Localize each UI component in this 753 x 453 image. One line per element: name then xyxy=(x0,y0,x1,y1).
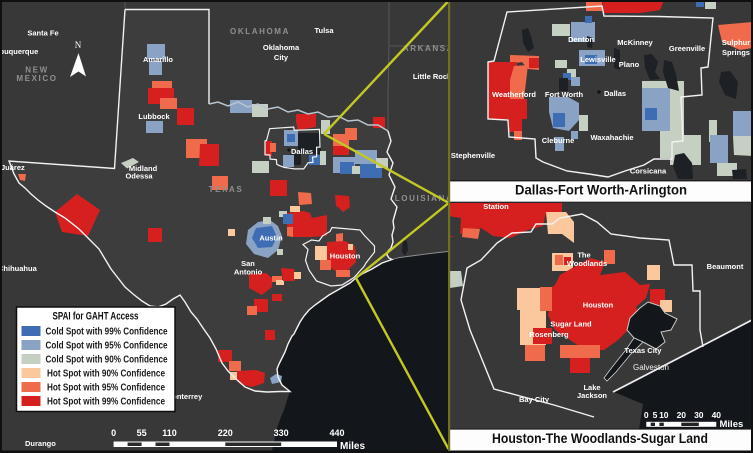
svg-text:Houston-The Woodlands-Sugar La: Houston-The Woodlands-Sugar Land xyxy=(492,431,708,446)
svg-text:Miles: Miles xyxy=(340,441,365,452)
svg-text:Rosenberg: Rosenberg xyxy=(529,330,569,339)
svg-text:Denton: Denton xyxy=(568,35,594,44)
svg-text:Durango: Durango xyxy=(25,439,56,448)
svg-text:Lubbock: Lubbock xyxy=(138,112,170,121)
svg-text:Lake: Lake xyxy=(583,383,600,392)
svg-text:Weatherford: Weatherford xyxy=(492,90,536,99)
svg-text:40: 40 xyxy=(712,410,722,420)
svg-text:Houston: Houston xyxy=(330,252,361,261)
svg-text:30: 30 xyxy=(694,410,704,420)
svg-text:Texas City: Texas City xyxy=(625,346,663,355)
svg-text:N: N xyxy=(75,40,82,50)
svg-text:Albuquerque: Albuquerque xyxy=(0,47,38,56)
svg-text:Juárez: Juárez xyxy=(1,163,25,172)
svg-text:Sugar Land: Sugar Land xyxy=(550,320,592,329)
svg-text:Hot Spot with 95% Confidence: Hot Spot with 95% Confidence xyxy=(47,383,165,394)
svg-text:55: 55 xyxy=(137,428,147,438)
svg-text:Little Rock: Little Rock xyxy=(413,72,452,81)
svg-text:Tulsa: Tulsa xyxy=(314,26,334,35)
svg-text:Hot Spot with 99% Confidence: Hot Spot with 99% Confidence xyxy=(47,397,165,408)
svg-text:Greenville: Greenville xyxy=(669,44,705,53)
svg-text:Sulphur: Sulphur xyxy=(722,38,750,47)
svg-text:Dallas: Dallas xyxy=(604,89,626,98)
svg-text:Austin: Austin xyxy=(259,234,283,243)
svg-text:Waxahachie: Waxahachie xyxy=(590,133,633,142)
svg-text:0: 0 xyxy=(111,428,116,438)
svg-text:Dallas-Fort Worth-Arlington: Dallas-Fort Worth-Arlington xyxy=(515,183,687,198)
svg-text:ARKANSAS: ARKANSAS xyxy=(403,44,461,53)
svg-text:440: 440 xyxy=(329,428,344,438)
svg-text:Odessa: Odessa xyxy=(125,172,153,181)
svg-text:Oklahoma: Oklahoma xyxy=(263,43,300,52)
svg-text:MEXICO: MEXICO xyxy=(16,74,57,83)
svg-text:Antonio: Antonio xyxy=(234,268,263,277)
svg-text:San: San xyxy=(241,259,255,268)
svg-text:NEW: NEW xyxy=(25,66,48,75)
svg-text:Cold Spot with 99% Confidence: Cold Spot with 99% Confidence xyxy=(46,327,168,338)
svg-text:Cleburne: Cleburne xyxy=(542,136,575,145)
svg-text:Fort Worth: Fort Worth xyxy=(545,90,584,99)
svg-text:5: 5 xyxy=(653,410,658,420)
svg-text:0: 0 xyxy=(644,410,649,420)
svg-text:110: 110 xyxy=(162,428,177,438)
svg-text:SPAI for GAHT Access: SPAI for GAHT Access xyxy=(53,311,139,323)
svg-text:Cold Spot with 95% Confidence: Cold Spot with 95% Confidence xyxy=(46,341,168,352)
svg-text:Corsicana: Corsicana xyxy=(630,167,667,176)
svg-text:Stephenville: Stephenville xyxy=(451,151,495,160)
svg-text:Jackson: Jackson xyxy=(577,391,607,400)
svg-text:20: 20 xyxy=(677,410,687,420)
svg-text:McKinney: McKinney xyxy=(617,38,653,47)
svg-text:Beaumont: Beaumont xyxy=(707,262,744,271)
svg-text:10: 10 xyxy=(659,410,669,420)
svg-text:Station: Station xyxy=(483,202,509,211)
svg-text:Dallas: Dallas xyxy=(291,147,313,156)
svg-text:OKLAHOMA: OKLAHOMA xyxy=(230,27,290,36)
svg-text:City: City xyxy=(274,53,289,62)
svg-text:LOUISIANA: LOUISIANA xyxy=(395,194,453,203)
svg-text:Miles: Miles xyxy=(720,419,744,430)
svg-text:330: 330 xyxy=(274,428,289,438)
svg-text:Woodlands: Woodlands xyxy=(567,259,607,268)
svg-text:Amarillo: Amarillo xyxy=(143,55,173,64)
svg-text:TEXAS: TEXAS xyxy=(209,185,244,194)
svg-text:220: 220 xyxy=(218,428,233,438)
svg-text:Houston: Houston xyxy=(583,301,614,310)
svg-text:Cold Spot with 90% Confidence: Cold Spot with 90% Confidence xyxy=(46,355,168,366)
svg-text:Galveston: Galveston xyxy=(633,363,669,372)
svg-text:The: The xyxy=(577,251,590,260)
svg-text:Santa Fe: Santa Fe xyxy=(27,29,58,38)
svg-text:Midland: Midland xyxy=(129,164,158,173)
svg-text:Lewisville: Lewisville xyxy=(580,55,615,64)
svg-text:Plano: Plano xyxy=(619,60,640,69)
svg-text:Springs: Springs xyxy=(722,48,750,57)
svg-text:Monterrey: Monterrey xyxy=(166,392,203,401)
svg-text:Bay City: Bay City xyxy=(519,395,550,404)
svg-text:Chihuahua: Chihuahua xyxy=(0,264,38,273)
svg-text:Hot Spot with 90% Confidence: Hot Spot with 90% Confidence xyxy=(47,369,165,380)
